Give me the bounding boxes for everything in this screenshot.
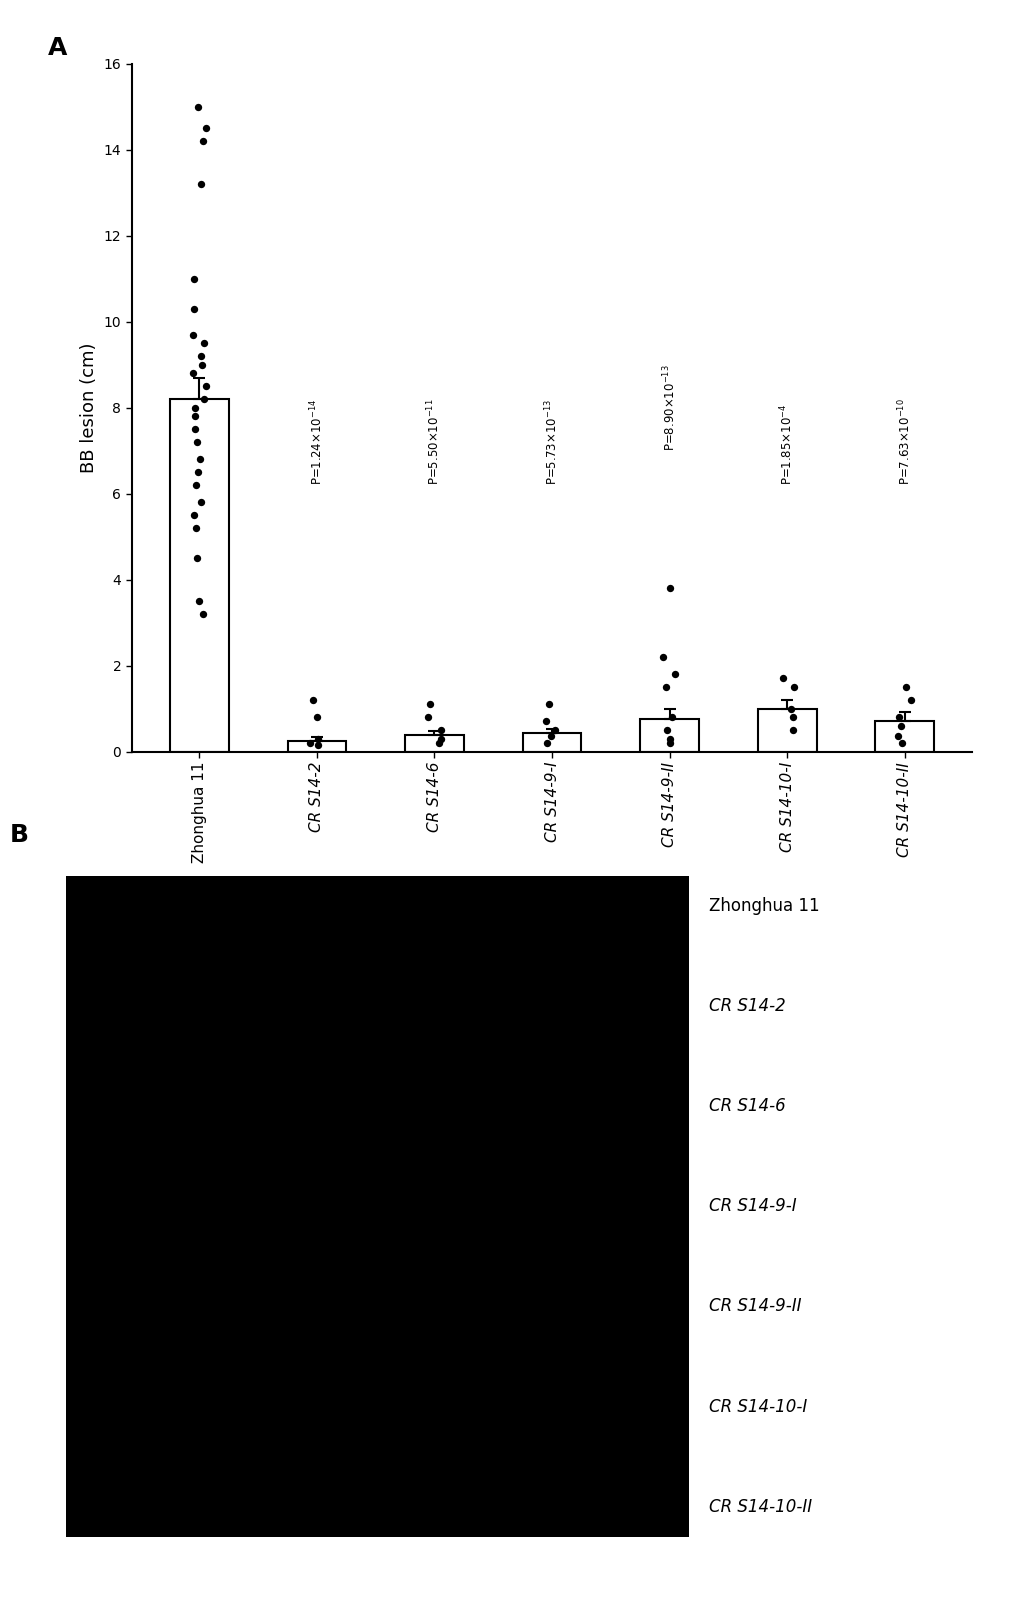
Text: CR S14-9-I: CR S14-9-I — [709, 1198, 797, 1215]
Point — [775, 665, 791, 691]
Bar — [405, 736, 464, 752]
Point — [890, 724, 907, 750]
Point — [188, 429, 205, 454]
Bar — [170, 400, 229, 752]
Point — [197, 331, 213, 357]
Text: P=1.24×10$^{-14}$: P=1.24×10$^{-14}$ — [309, 398, 325, 484]
Point — [196, 387, 212, 413]
Point — [192, 344, 209, 369]
Bar — [640, 720, 699, 752]
Point — [785, 704, 801, 729]
Point — [303, 731, 319, 756]
Point — [668, 662, 684, 688]
Point — [196, 601, 212, 627]
Point — [186, 296, 203, 321]
Text: CR S14-10-II: CR S14-10-II — [709, 1498, 812, 1516]
Point — [786, 675, 802, 700]
Point — [664, 704, 680, 729]
Point — [190, 459, 207, 484]
Point — [431, 731, 447, 756]
Y-axis label: BB lesion (cm): BB lesion (cm) — [80, 342, 98, 473]
Text: B: B — [10, 823, 29, 847]
Text: CR S14-6: CR S14-6 — [709, 1097, 786, 1115]
Point — [188, 515, 205, 540]
Point — [543, 724, 559, 750]
Point — [658, 718, 675, 744]
Point — [903, 688, 919, 713]
Text: P=5.73×10$^{-13}$: P=5.73×10$^{-13}$ — [544, 400, 560, 484]
Point — [421, 691, 438, 716]
Point — [192, 171, 209, 197]
Point — [191, 446, 208, 472]
Point — [185, 321, 202, 347]
Point — [194, 352, 211, 377]
Point — [194, 128, 211, 154]
Text: P=8.90×10$^{-13}$: P=8.90×10$^{-13}$ — [661, 365, 678, 451]
Point — [310, 726, 326, 752]
Point — [785, 718, 801, 744]
Text: CR S14-9-II: CR S14-9-II — [709, 1297, 801, 1316]
Point — [661, 576, 678, 601]
Point — [198, 115, 214, 141]
Point — [658, 675, 675, 700]
Point — [420, 704, 437, 729]
Point — [186, 416, 203, 441]
Point — [186, 403, 203, 429]
Text: P=1.85×10$^{-4}$: P=1.85×10$^{-4}$ — [779, 405, 795, 484]
Bar — [758, 708, 816, 752]
Bar — [875, 721, 934, 752]
Point — [433, 718, 449, 744]
Point — [783, 696, 799, 721]
Point — [189, 94, 206, 120]
Point — [655, 644, 672, 670]
Point — [310, 732, 326, 758]
Point — [198, 374, 214, 400]
Point — [309, 704, 325, 729]
Point — [188, 472, 205, 497]
Point — [433, 726, 449, 752]
Text: A: A — [48, 37, 67, 61]
Text: P=5.50×10$^{-11}$: P=5.50×10$^{-11}$ — [426, 398, 443, 484]
Point — [539, 731, 555, 756]
Point — [899, 675, 915, 700]
Point — [663, 731, 679, 756]
Point — [190, 588, 207, 614]
Point — [891, 704, 908, 729]
Text: CR S14-10-I: CR S14-10-I — [709, 1398, 807, 1415]
Bar — [288, 740, 346, 752]
Text: Zhonghua 11: Zhonghua 11 — [709, 897, 820, 915]
Bar — [66, 876, 689, 1537]
Point — [661, 726, 678, 752]
Point — [192, 489, 209, 515]
Point — [184, 361, 201, 387]
Point — [894, 731, 911, 756]
Text: P=7.63×10$^{-10}$: P=7.63×10$^{-10}$ — [897, 398, 913, 484]
Point — [186, 265, 203, 291]
Bar — [523, 734, 581, 752]
Point — [187, 395, 204, 421]
Point — [189, 545, 206, 571]
Point — [547, 718, 563, 744]
Point — [186, 502, 203, 528]
Point — [541, 691, 557, 716]
Point — [305, 688, 321, 713]
Point — [892, 713, 909, 739]
Text: CR S14-2: CR S14-2 — [709, 996, 786, 1015]
Point — [538, 708, 554, 734]
